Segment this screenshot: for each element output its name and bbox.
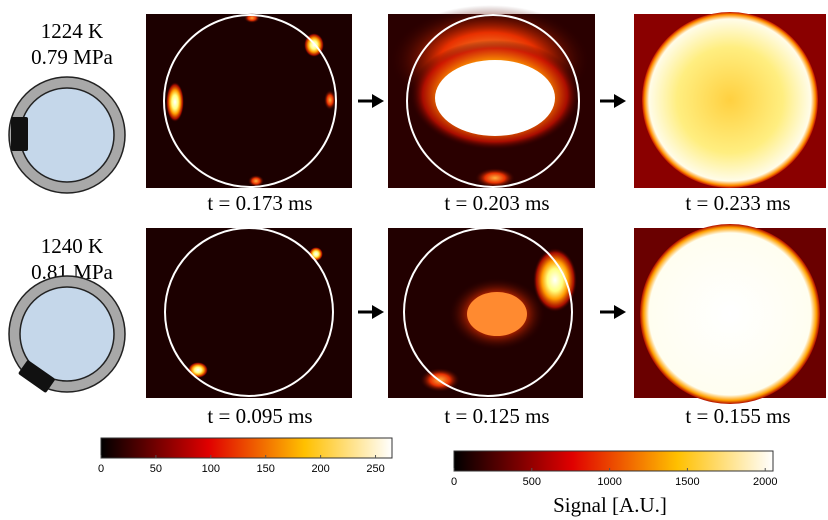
frame-image [388,5,595,188]
time-label: t = 0.155 ms [685,404,790,428]
frame-image [634,12,826,188]
pressure: 0.79 MPa [31,45,113,69]
frame-image [146,13,352,188]
tick-label: 150 [257,463,275,475]
frame-image [634,224,826,404]
time-label: t = 0.125 ms [444,404,549,428]
chamber-bore [20,88,114,182]
time-label: t = 0.203 ms [444,191,549,215]
time-label: t = 0.095 ms [207,404,312,428]
time-label: t = 0.233 ms [685,191,790,215]
colorbar [101,438,392,458]
temperature: 1224 K [41,19,103,43]
tick-label: 1500 [675,476,699,488]
tick-label: 200 [311,463,329,475]
tick-label: 0 [451,476,457,488]
colorbar-label: Signal [A.U.] [553,493,667,517]
tick-label: 0 [98,463,104,475]
colorbar [454,451,773,471]
tick-label: 1000 [597,476,621,488]
tick-label: 100 [202,463,220,475]
frame-image [146,228,352,398]
tick-label: 250 [366,463,384,475]
tick-label: 500 [523,476,541,488]
time-label: t = 0.173 ms [207,191,312,215]
figure: 1224 K 0.79 MPa 1240 K 0.81 MPa [0,0,828,520]
window [11,117,28,151]
frame-image [388,228,583,398]
tick-label: 50 [150,463,162,475]
temperature: 1240 K [41,234,103,258]
tick-label: 2000 [753,476,777,488]
